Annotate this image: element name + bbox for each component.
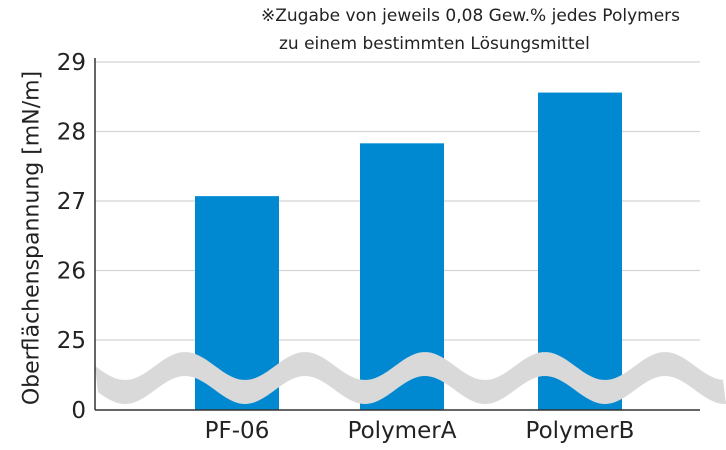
y-tick-label-28: 28 — [57, 120, 86, 146]
x-tick-label-polymerb: PolymerB — [526, 418, 635, 444]
x-tick-label-polymera: PolymerA — [348, 418, 457, 444]
y-tick-label-27: 27 — [57, 189, 86, 215]
y-tick-label-26: 26 — [57, 259, 86, 285]
y-tick-label-0: 0 — [71, 398, 86, 424]
chart-note-line-2: zu einem bestimmten Lösungsmittel — [279, 34, 590, 54]
y-tick-label-29: 29 — [57, 50, 86, 76]
y-tick-label-25: 25 — [57, 328, 86, 354]
x-tick-label-pf-06: PF-06 — [205, 418, 270, 444]
chart-note-line-1: ※Zugabe von jeweils 0,08 Gew.% jedes Pol… — [261, 6, 680, 26]
axis-break-band — [95, 352, 726, 404]
